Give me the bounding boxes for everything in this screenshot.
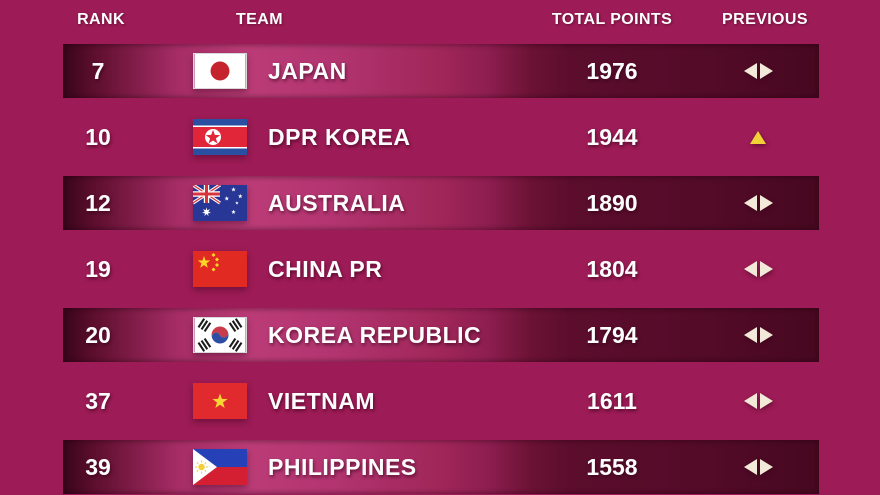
rank-value: 20 [85, 322, 111, 348]
previous-unchanged-icon [743, 459, 773, 475]
previous-unchanged-icon [743, 393, 773, 409]
rank-value: 10 [85, 124, 111, 150]
rank-value: 37 [85, 388, 111, 414]
column-header-previous: PREVIOUS [722, 11, 808, 28]
table-row: 12 AUSTRALIA 1890 [0, 176, 880, 230]
previous-indicator [713, 176, 803, 230]
total-points-value: 1794 [586, 322, 638, 348]
australia-flag-icon [193, 185, 247, 221]
previous-up-icon [750, 130, 766, 144]
rank-value: 7 [91, 58, 105, 84]
previous-indicator [713, 110, 803, 164]
table-row: 19 CHINA PR 1804 [0, 242, 880, 296]
japan-flag-icon [193, 53, 247, 89]
vietnam-flag-icon [193, 383, 247, 419]
team-name: JAPAN [268, 58, 347, 84]
total-points-value: 1890 [586, 190, 638, 216]
table-row: 37 VIETNAM 1611 [0, 374, 880, 428]
table-row: 10 DPR KOREA 1944 [0, 110, 880, 164]
rank-value: 39 [85, 454, 111, 480]
table-row: 39 PHILIPPINES 1558 [0, 440, 880, 494]
rank-value: 19 [85, 256, 111, 282]
previous-indicator [713, 44, 803, 98]
total-points-value: 1944 [586, 124, 638, 150]
total-points-value: 1804 [586, 256, 638, 282]
column-header-points: TOTAL POINTS [551, 11, 673, 28]
previous-indicator [713, 308, 803, 362]
column-header-rank: RANK [77, 11, 125, 28]
previous-indicator [713, 374, 803, 428]
previous-indicator [713, 440, 803, 494]
rank-value: 12 [85, 190, 111, 216]
team-name: VIETNAM [268, 388, 375, 414]
team-name: DPR KOREA [268, 124, 411, 150]
table-row: 7 JAPAN 1976 [0, 44, 880, 98]
previous-unchanged-icon [743, 195, 773, 211]
china-pr-flag-icon [193, 251, 247, 287]
philippines-flag-icon [193, 449, 247, 485]
previous-unchanged-icon [743, 63, 773, 79]
total-points-value: 1611 [587, 388, 637, 414]
team-name: PHILIPPINES [268, 454, 417, 480]
team-name: CHINA PR [268, 256, 383, 282]
previous-indicator [713, 242, 803, 296]
previous-unchanged-icon [743, 327, 773, 343]
dpr-korea-flag-icon [193, 119, 247, 155]
column-header-team: TEAM [236, 11, 283, 28]
team-name: AUSTRALIA [268, 190, 406, 216]
korea-republic-flag-icon [193, 317, 247, 353]
previous-unchanged-icon [743, 261, 773, 277]
team-name: KOREA REPUBLIC [268, 322, 482, 348]
total-points-value: 1558 [586, 454, 638, 480]
table-row: 20 KOREA REPUBLIC 1794 [0, 308, 880, 362]
total-points-value: 1976 [586, 58, 638, 84]
